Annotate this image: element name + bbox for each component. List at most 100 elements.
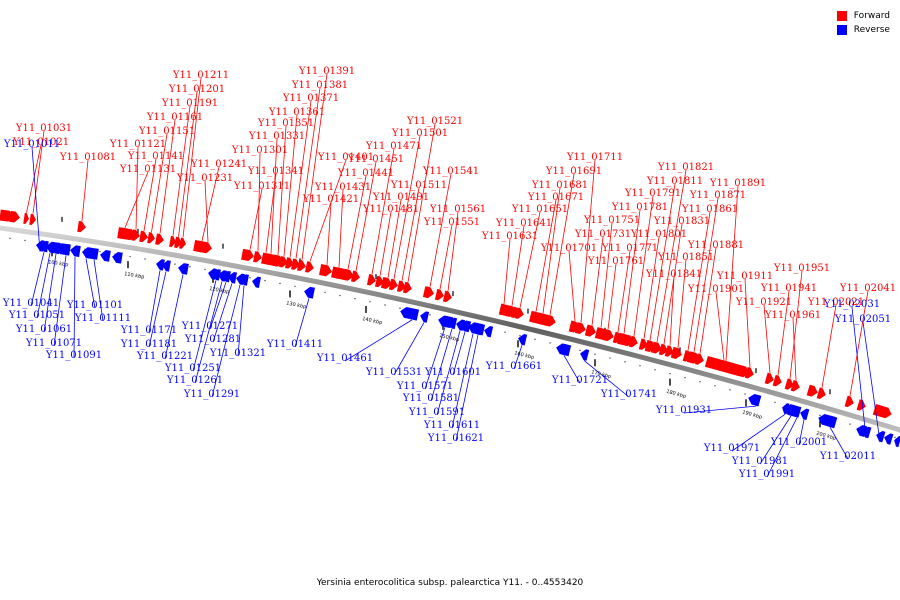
gene-y11-01841[interactable]: [664, 345, 676, 358]
gene-rev-block-2[interactable]: [83, 247, 97, 260]
gene-rev-block-1[interactable]: [55, 243, 71, 256]
gene-rev-block-10[interactable]: [471, 322, 486, 336]
label-y11-01221[interactable]: Y11_01221: [136, 351, 193, 362]
label-y11-01301[interactable]: Y11_01301: [231, 145, 288, 156]
gene-y11-01601[interactable]: [459, 319, 472, 333]
gene-y11-01941[interactable]: [772, 374, 784, 388]
label-y11-01471[interactable]: Y11_01471: [365, 141, 422, 152]
label-y11-01351[interactable]: Y11_01351: [257, 118, 314, 129]
label-y11-01841[interactable]: Y11_01841: [645, 269, 702, 280]
label-y11-01581[interactable]: Y11_01581: [402, 393, 459, 404]
label-y11-01751[interactable]: Y11_01751: [583, 215, 640, 226]
gene-rev-block-14[interactable]: [783, 403, 800, 418]
gene-y11-01081[interactable]: [77, 220, 87, 233]
label-y11-01891[interactable]: Y11_01891: [709, 178, 766, 189]
label-y11-01771[interactable]: Y11_01771: [601, 243, 658, 254]
label-y11-01211[interactable]: Y11_01211: [172, 70, 229, 81]
gene-fwd-block-10[interactable]: [380, 277, 393, 290]
gene-y11-01221[interactable]: [177, 262, 189, 275]
label-y11-02051[interactable]: Y11_02051: [834, 314, 891, 325]
gene-rev-block-13[interactable]: [747, 393, 760, 406]
label-y11-01731[interactable]: Y11_01731: [574, 229, 631, 240]
label-y11-01281[interactable]: Y11_01281: [184, 334, 241, 345]
label-y11-01711[interactable]: Y11_01711: [566, 152, 623, 163]
gene-y11-01801[interactable]: [638, 338, 650, 351]
gene-rev-block-4[interactable]: [111, 251, 123, 264]
gene-rev-block-15[interactable]: [817, 413, 836, 428]
label-y11-01011[interactable]: Y11_01011: [3, 139, 60, 150]
label-y11-01321[interactable]: Y11_01321: [209, 348, 266, 359]
label-y11-01461[interactable]: Y11_01461: [316, 353, 373, 364]
label-y11-01101[interactable]: Y11_01101: [66, 300, 123, 311]
gene-rev-block-9[interactable]: [437, 314, 454, 329]
label-y11-01691[interactable]: Y11_01691: [545, 166, 602, 177]
gene-y11-01961[interactable]: [790, 380, 802, 393]
label-y11-01111[interactable]: Y11_01111: [74, 313, 131, 324]
gene-fwd-block-5[interactable]: [241, 248, 253, 262]
label-y11-01591[interactable]: Y11_01591: [408, 407, 465, 418]
gene-rev-block-0[interactable]: [47, 241, 61, 254]
label-y11-01721[interactable]: Y11_01721: [551, 375, 608, 386]
label-y11-01511[interactable]: Y11_01511: [390, 180, 447, 191]
gene-y11-01951[interactable]: [784, 378, 796, 391]
gene-y11-01741[interactable]: [579, 348, 590, 361]
label-y11-01661[interactable]: Y11_01661: [485, 361, 542, 372]
gene-fwd-block-24[interactable]: [719, 359, 751, 379]
gene-y11-01531[interactable]: [419, 310, 430, 323]
label-y11-01961[interactable]: Y11_01961: [764, 310, 821, 321]
gene-y11-01301[interactable]: [253, 251, 263, 263]
gene-y11-01141[interactable]: [139, 230, 149, 243]
label-y11-01741[interactable]: Y11_01741: [600, 389, 657, 400]
label-y11-01431[interactable]: Y11_01431: [314, 182, 371, 193]
gene-fwd-block-4[interactable]: [193, 240, 213, 254]
label-y11-01241[interactable]: Y11_01241: [190, 159, 247, 170]
gene-y11-01211[interactable]: [179, 237, 187, 250]
label-y11-01181[interactable]: Y11_01181: [120, 339, 177, 350]
label-y11-01251[interactable]: Y11_01251: [164, 363, 221, 374]
gene-rev-block-7[interactable]: [251, 276, 261, 289]
label-y11-01831[interactable]: Y11_01831: [653, 216, 710, 227]
label-y11-01081[interactable]: Y11_01081: [59, 152, 116, 163]
label-y11-01441[interactable]: Y11_01441: [337, 168, 394, 179]
gene-rev-block-8[interactable]: [399, 306, 419, 321]
label-y11-01791[interactable]: Y11_01791: [624, 188, 681, 199]
gene-fwd-block-20[interactable]: [644, 340, 657, 353]
label-y11-01911[interactable]: Y11_01911: [716, 271, 773, 282]
label-y11-01991[interactable]: Y11_01991: [738, 469, 795, 480]
gene-fwd-block-22[interactable]: [686, 351, 701, 365]
gene-y11-01521[interactable]: [402, 281, 413, 294]
label-y11-01371[interactable]: Y11_01371: [282, 93, 339, 104]
label-y11-01921[interactable]: Y11_01921: [735, 297, 792, 308]
gene-fwd-block-11[interactable]: [422, 286, 435, 299]
label-y11-01201[interactable]: Y11_01201: [168, 84, 225, 95]
gene-y11-01451[interactable]: [350, 270, 361, 283]
label-y11-02031[interactable]: Y11_02031: [823, 299, 880, 310]
label-y11-01531[interactable]: Y11_01531: [365, 367, 422, 378]
label-y11-01541[interactable]: Y11_01541: [422, 166, 479, 177]
label-y11-01951[interactable]: Y11_01951: [773, 263, 830, 274]
gene-y11-02041[interactable]: [844, 395, 856, 409]
label-y11-01271[interactable]: Y11_01271: [181, 321, 238, 332]
gene-y11-01091[interactable]: [69, 245, 81, 257]
label-y11-01171[interactable]: Y11_01171: [120, 325, 177, 336]
gene-y11-01161[interactable]: [155, 233, 165, 245]
gene-y11-01501[interactable]: [388, 278, 399, 291]
gene-fwd-block-1[interactable]: [9, 210, 20, 223]
label-y11-01601[interactable]: Y11_01601: [424, 367, 481, 378]
gene-fwd-block-7[interactable]: [271, 254, 285, 268]
gene-y11-01201[interactable]: [174, 236, 183, 249]
label-y11-01881[interactable]: Y11_01881: [687, 240, 744, 251]
label-y11-01971[interactable]: Y11_01971: [703, 443, 760, 454]
gene-y11-01551[interactable]: [434, 288, 445, 301]
gene-y11-01321[interactable]: [239, 273, 249, 286]
label-y11-01051[interactable]: Y11_01051: [8, 310, 65, 321]
label-y11-01781[interactable]: Y11_01781: [611, 202, 668, 213]
gene-fwd-block-19[interactable]: [616, 332, 635, 348]
label-y11-01821[interactable]: Y11_01821: [657, 162, 714, 173]
gene-y11-02001[interactable]: [799, 407, 810, 421]
gene-y11-01921[interactable]: [764, 372, 776, 386]
gene-y11-01181[interactable]: [161, 259, 171, 272]
gene-fwd-block-27[interactable]: [872, 404, 893, 420]
label-y11-01611[interactable]: Y11_01611: [423, 420, 480, 431]
label-y11-01311[interactable]: Y11_01311: [233, 181, 290, 192]
